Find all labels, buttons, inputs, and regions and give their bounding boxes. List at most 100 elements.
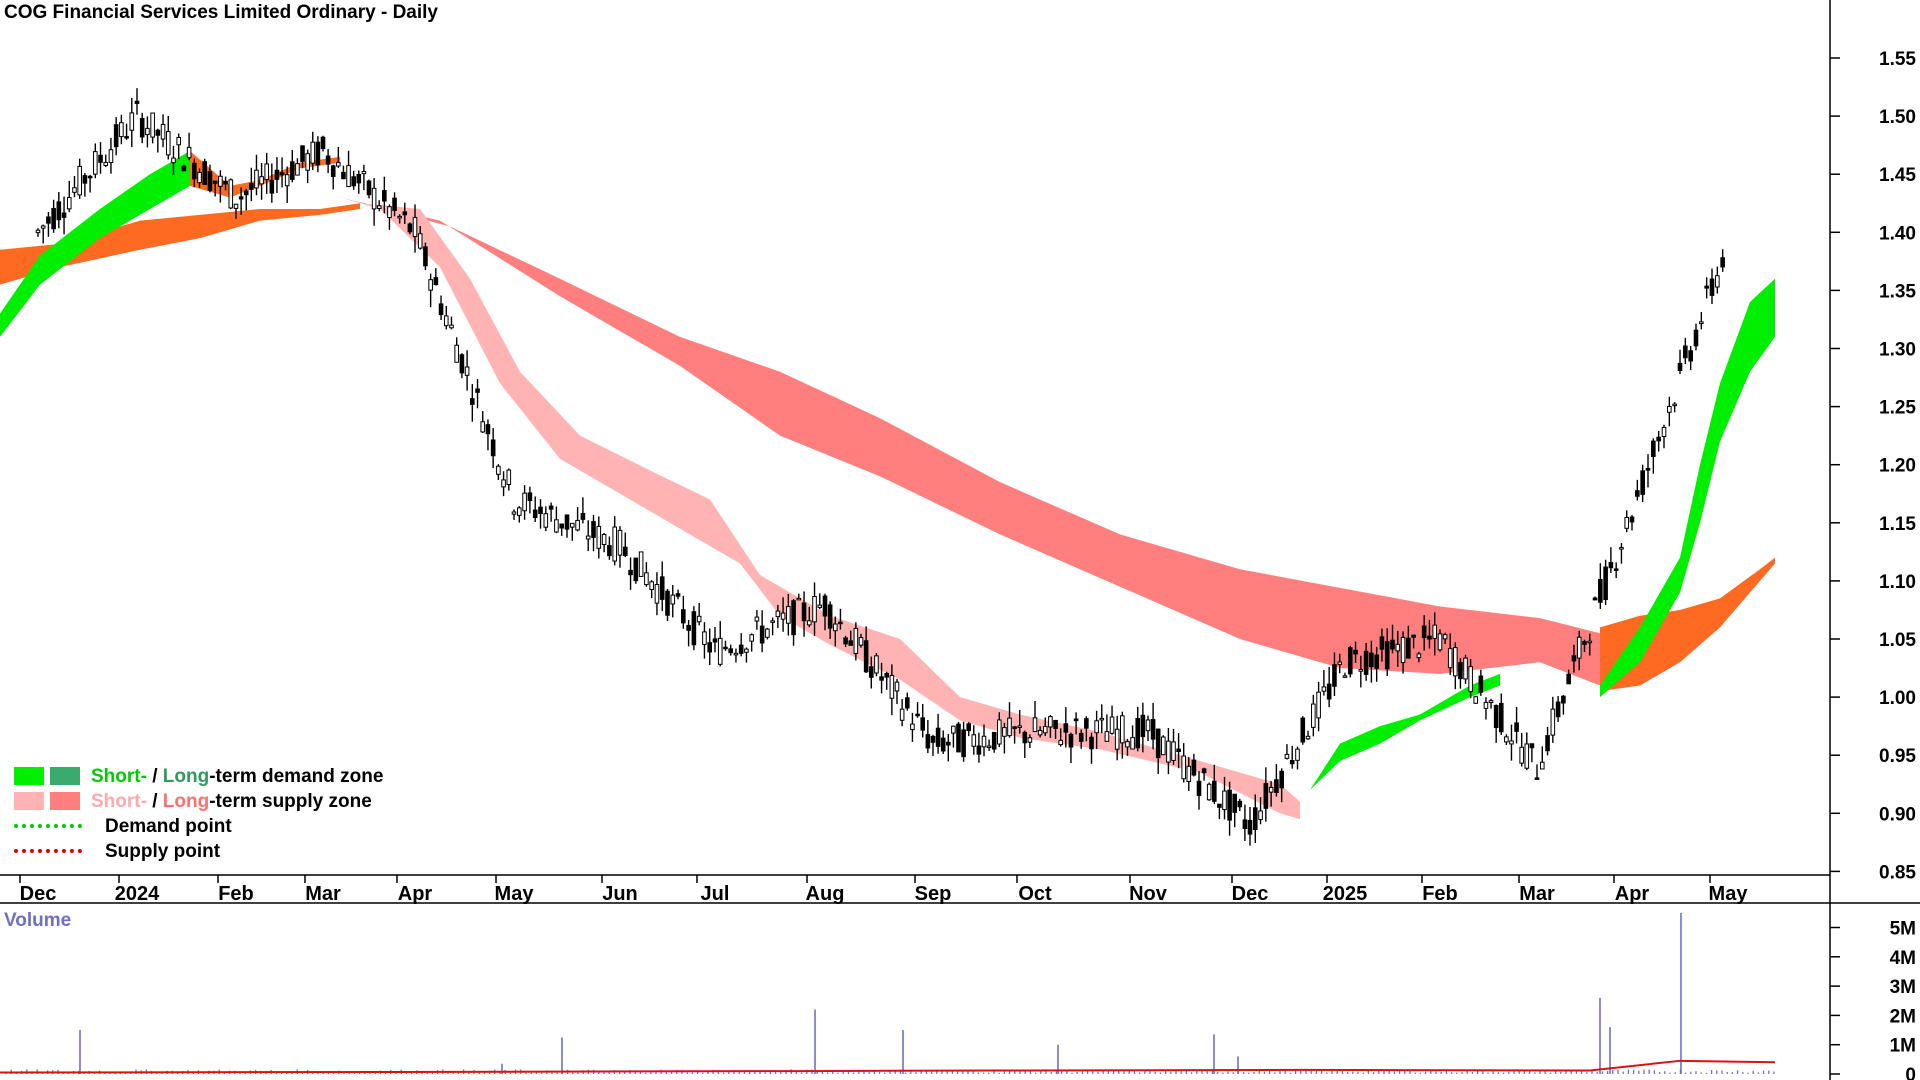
candle-body (1012, 726, 1017, 729)
candle-body (1715, 275, 1720, 288)
candle-body (361, 170, 367, 175)
candle-body (853, 627, 859, 654)
candle-body (249, 183, 254, 190)
candle-body (1667, 405, 1672, 413)
candle-body (192, 162, 197, 180)
candle-body (1268, 786, 1274, 793)
price-tick-label: 1.35 (1879, 281, 1916, 302)
lt-supply-swatch (50, 792, 80, 810)
candle-body (150, 112, 155, 138)
candle-body (1161, 736, 1166, 756)
candle-body (207, 171, 213, 191)
candle-body (1442, 634, 1448, 640)
candle-body (51, 207, 56, 230)
candle-body (490, 439, 496, 457)
candle-body (376, 205, 382, 209)
candle-body (1311, 703, 1316, 728)
candle-body (1468, 666, 1473, 692)
candle-body (543, 513, 549, 528)
chart-title: COG Financial Services Limited Ordinary … (4, 2, 438, 23)
candle-body (336, 162, 341, 167)
candle-body (889, 674, 895, 699)
candle-body (1619, 547, 1624, 550)
candle-body (1453, 647, 1458, 677)
candle-body (1068, 733, 1074, 748)
short-term-demand-zone-2024 (0, 150, 190, 337)
candle-body (1629, 516, 1635, 523)
candle-body (1279, 770, 1284, 789)
candle-body (77, 165, 82, 196)
candle-body (1656, 436, 1661, 442)
candle-body (1347, 647, 1353, 675)
candle-body (1196, 780, 1202, 796)
candle-body (1587, 640, 1593, 644)
candle-body (1416, 653, 1422, 659)
candle-body (155, 129, 161, 136)
date-label: Aug (806, 883, 845, 905)
candle-body (1186, 765, 1192, 782)
candle-body (801, 602, 807, 622)
candle-body (910, 723, 915, 731)
candle-body (511, 511, 517, 515)
candle-body (1498, 702, 1504, 733)
volume-tick-label: 2M (1890, 1006, 1916, 1027)
date-label: Jul (701, 883, 730, 905)
candle-body (449, 324, 454, 329)
candle-body (1222, 790, 1227, 811)
candle-body (874, 655, 879, 674)
candle-body (744, 648, 749, 653)
candle-body (103, 161, 109, 166)
price-tick-label: 1.30 (1879, 340, 1916, 361)
candle-body (691, 611, 697, 646)
candle-body (1592, 597, 1598, 601)
long-term-bear-zone-2025 (1600, 557, 1775, 692)
candle-body (259, 176, 264, 185)
candle-body (1284, 753, 1290, 759)
candle-body (1598, 578, 1603, 603)
volume-average-line (0, 1059, 1776, 1074)
candle-body (407, 223, 413, 233)
short-term-supply-zone (360, 203, 1300, 820)
candle-body (654, 583, 660, 604)
candle-body (1358, 668, 1364, 672)
date-label: Apr (398, 883, 433, 905)
candle-body (548, 505, 554, 510)
candle-body (981, 735, 987, 748)
date-label: 2025 (1323, 883, 1368, 905)
candle-body (791, 600, 796, 636)
price-tick-label: 0.90 (1879, 804, 1916, 825)
candle-body (607, 545, 612, 557)
volume-tick-label: 4M (1890, 948, 1916, 969)
candle-body (827, 604, 833, 629)
candle-body (786, 606, 791, 624)
candle-body (1289, 760, 1295, 765)
candle-body (1539, 761, 1545, 770)
candle-body (1458, 662, 1463, 680)
candle-body (366, 180, 372, 196)
candle-body (879, 676, 884, 681)
price-tick-label: 1.00 (1879, 688, 1916, 709)
candle-body (638, 551, 644, 577)
candle-body (238, 196, 244, 200)
candle-body (1342, 675, 1348, 678)
candle-body (330, 165, 336, 177)
candle-body (397, 215, 402, 219)
candle-body (1613, 568, 1619, 571)
st-demand-swatch (14, 767, 44, 785)
candle-body (402, 211, 408, 216)
candle-body (665, 590, 670, 616)
candle-body (1295, 748, 1300, 761)
candle-body (315, 141, 321, 166)
candle-body (976, 745, 982, 755)
candle-body (1135, 717, 1141, 749)
date-label: Nov (1129, 883, 1168, 905)
candle-body (181, 165, 187, 172)
candle-body (1463, 657, 1468, 680)
date-label: Mar (1519, 883, 1555, 905)
candle-body (717, 637, 723, 665)
legend-supply-row: Short- / Long-term supply zone (14, 789, 383, 814)
candle-body (1242, 819, 1248, 830)
candle-body (480, 421, 486, 433)
candle-body (759, 625, 765, 644)
candle-body (617, 529, 623, 556)
